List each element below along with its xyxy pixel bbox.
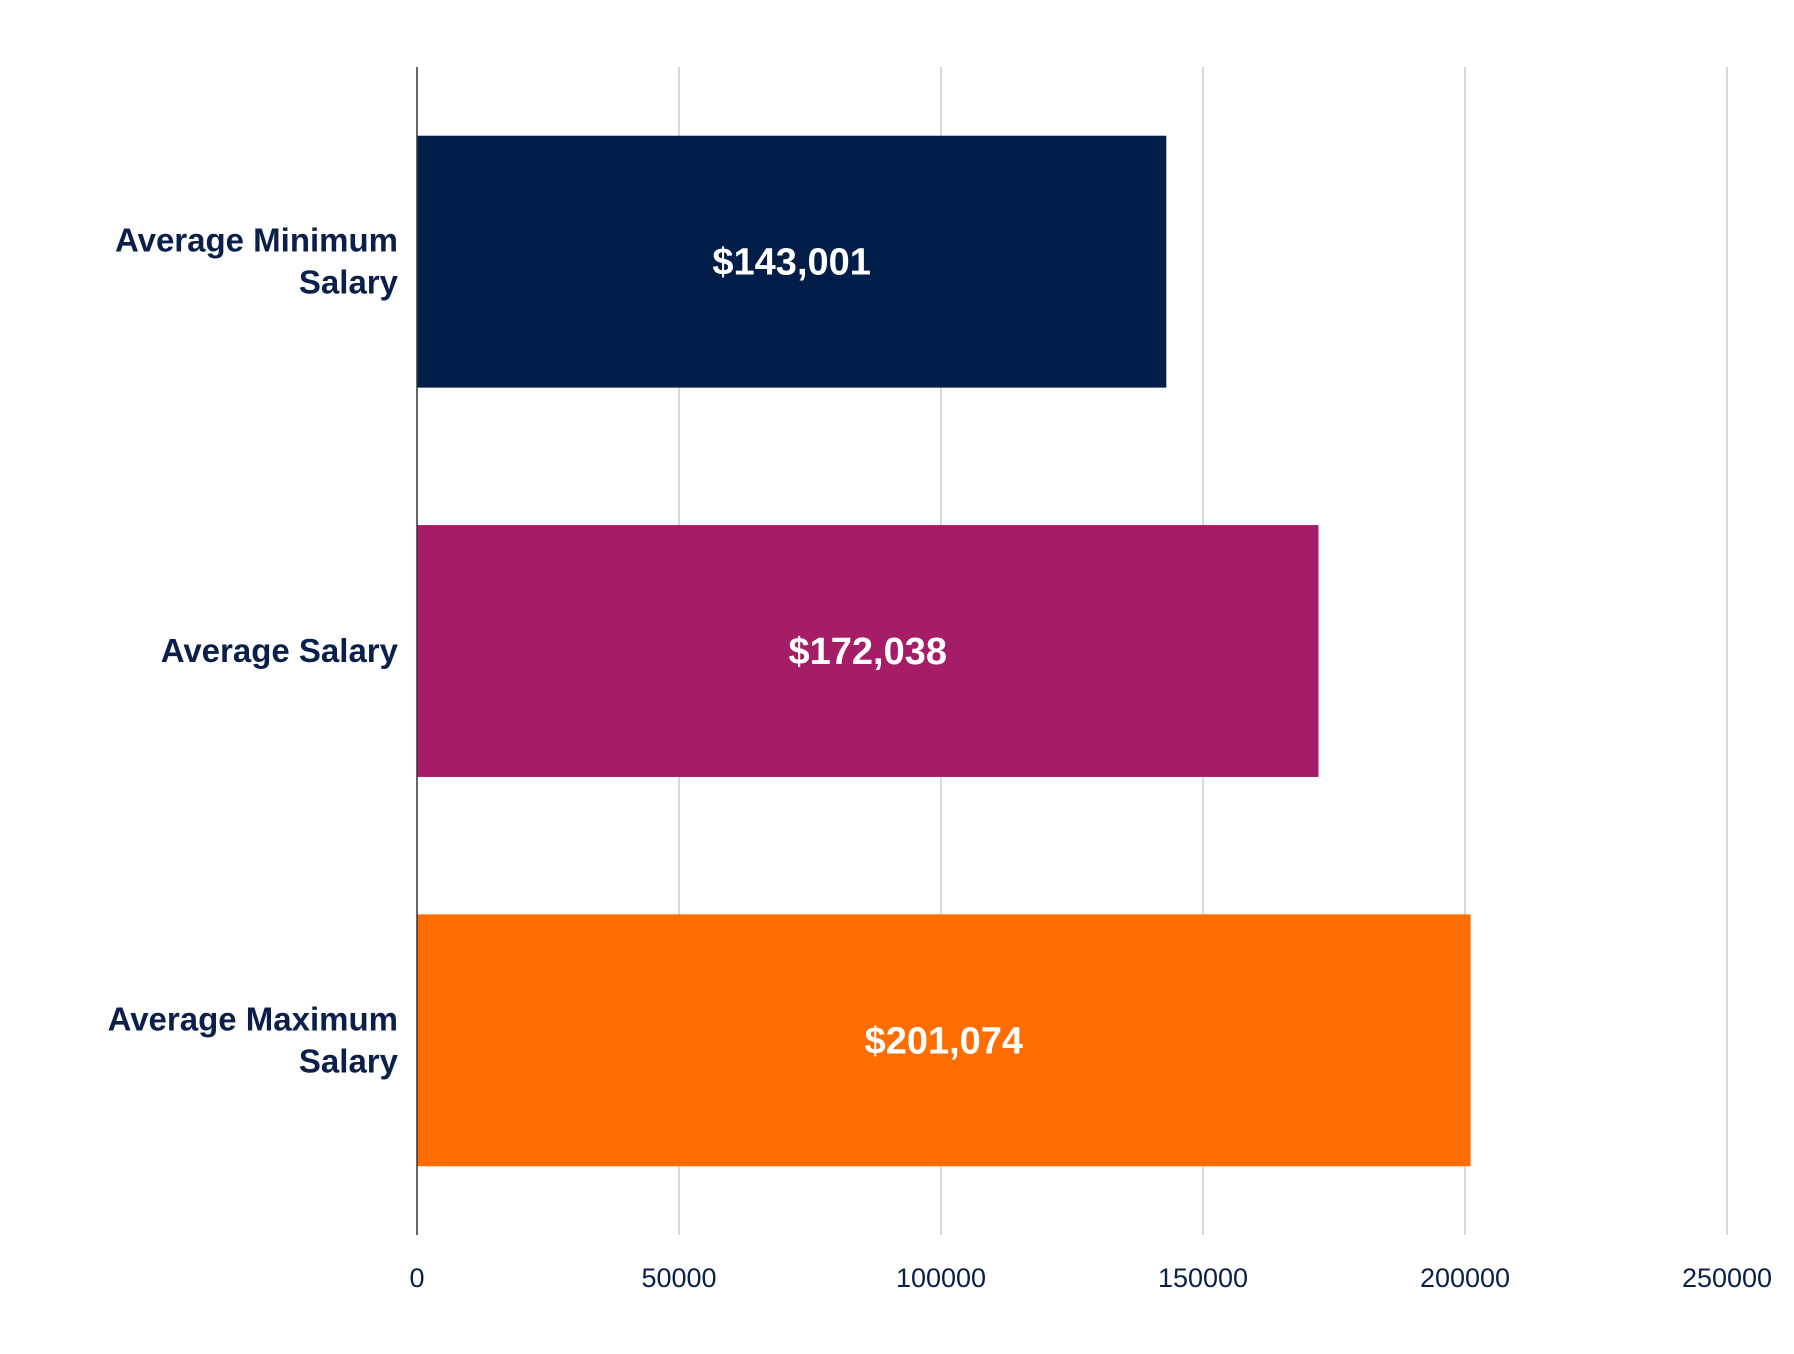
bar [417,525,1319,777]
x-tick-labels: 0 50000 100000 150000 200000 250000 [409,1263,1772,1293]
data-label: $172,038 [788,631,947,673]
bar [417,914,1471,1167]
category-label-line: Salary [299,1042,399,1079]
category-label: Average Minimum Salary [115,222,399,301]
category-label-line: Average Maximum [108,1000,398,1037]
category-label-line: Salary [299,264,399,301]
bars [417,135,1471,1167]
x-tick-label: 100000 [896,1263,986,1293]
category-labels: Average Minimum Salary Average Salary Avera… [108,222,399,1080]
data-label: $143,001 [712,242,871,284]
data-label: $201,074 [865,1020,1024,1062]
x-tick-label: 0 [409,1263,424,1293]
x-tick-label: 50000 [641,1263,716,1293]
x-tick-label: 200000 [1420,1263,1510,1293]
bar [417,135,1167,388]
x-tick-label: 150000 [1158,1263,1248,1293]
x-tick-label: 250000 [1682,1263,1772,1293]
category-label: Average Salary [161,632,399,669]
data-labels: $143,001 $172,038 $201,074 [712,242,1023,1063]
category-label-line: Average Salary [161,632,399,669]
category-label: Average Maximum Salary [108,1000,399,1079]
category-label-line: Average Minimum [115,222,398,259]
